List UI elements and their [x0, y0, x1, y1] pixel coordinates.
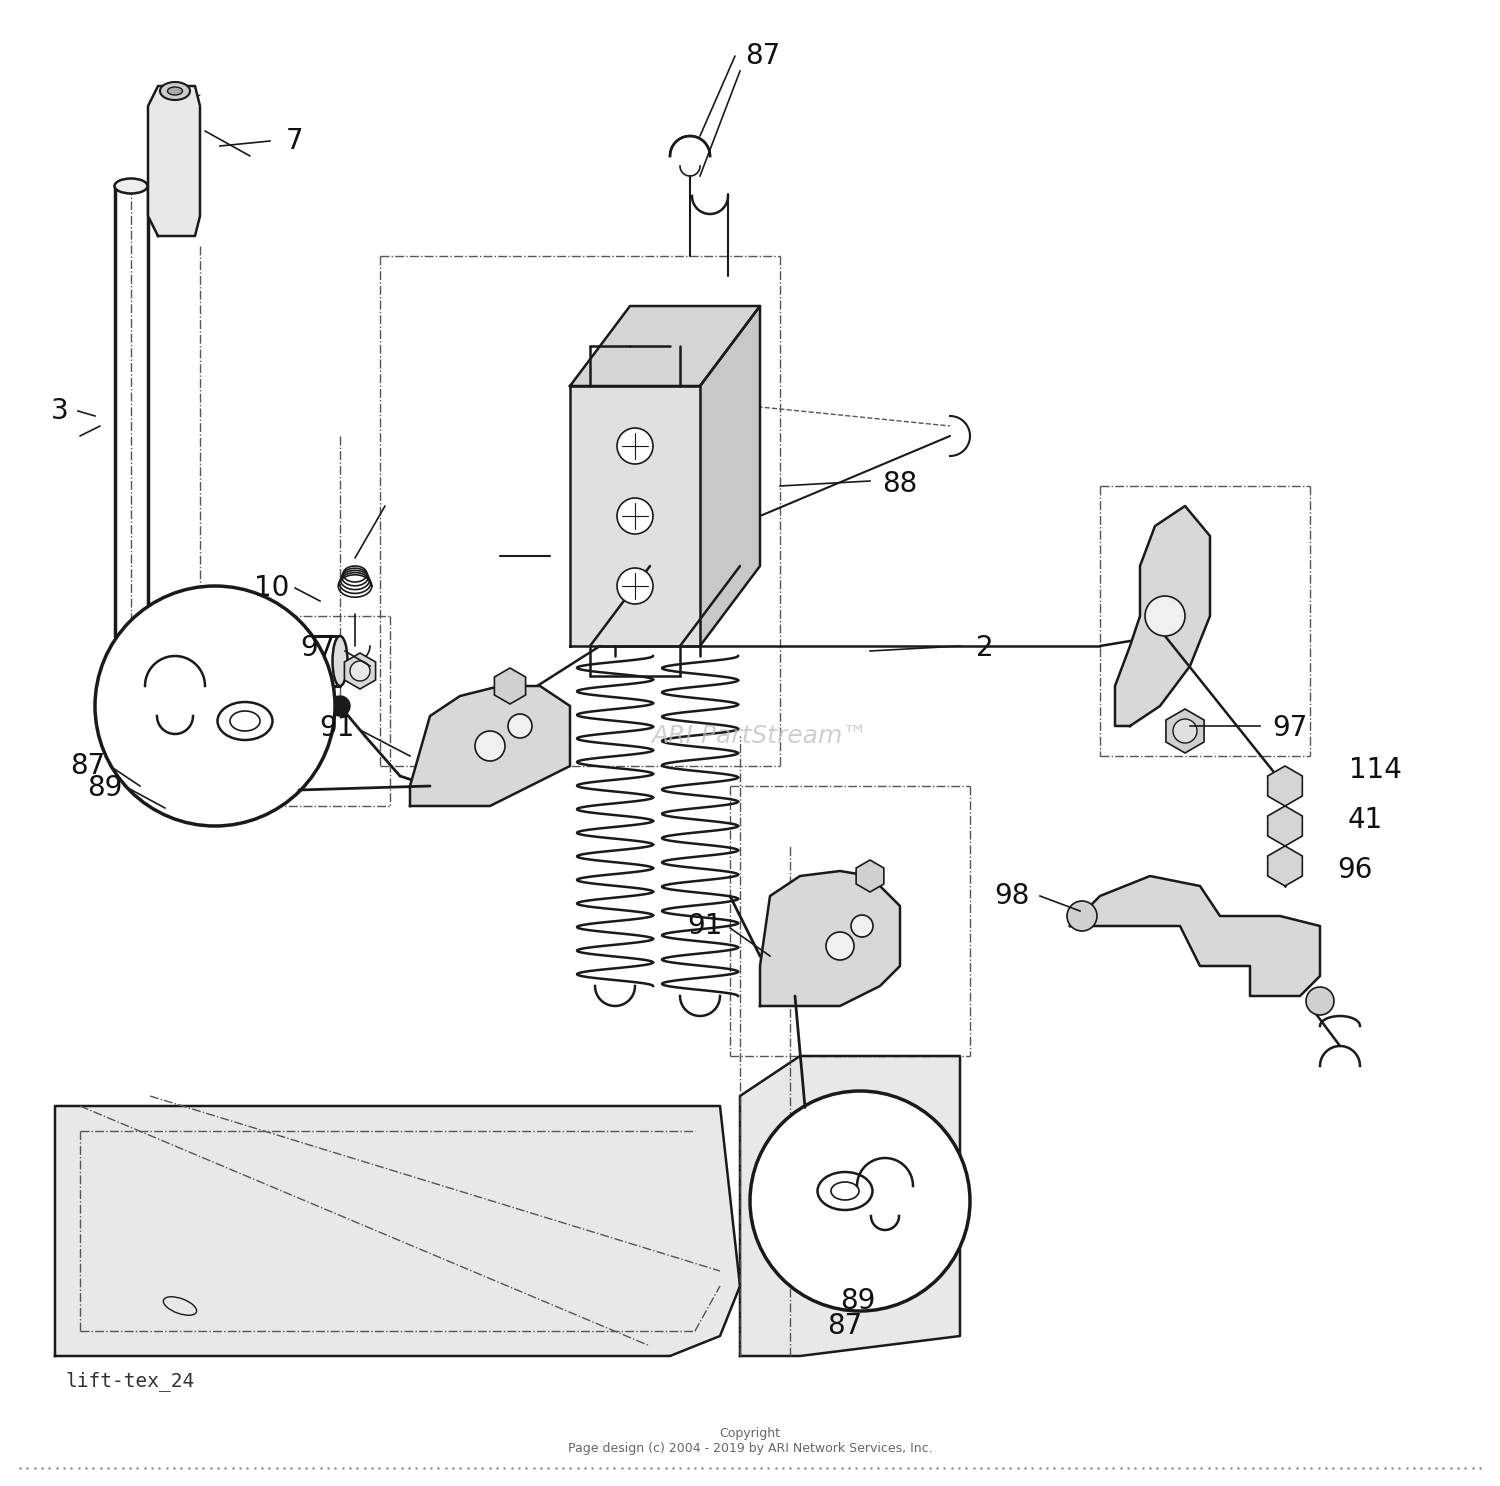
- Text: 114: 114: [1348, 756, 1401, 785]
- Circle shape: [827, 932, 854, 960]
- Circle shape: [1173, 719, 1197, 743]
- Text: 7: 7: [286, 126, 304, 155]
- Circle shape: [1144, 596, 1185, 636]
- Text: 3: 3: [51, 397, 69, 425]
- Polygon shape: [1114, 507, 1210, 727]
- Text: 87: 87: [828, 1312, 862, 1340]
- Text: 89: 89: [840, 1287, 876, 1315]
- Ellipse shape: [160, 82, 190, 100]
- Polygon shape: [570, 306, 760, 386]
- Circle shape: [94, 585, 334, 826]
- Circle shape: [850, 915, 873, 938]
- Text: 96: 96: [1338, 856, 1372, 884]
- Circle shape: [476, 731, 506, 761]
- Text: 10: 10: [255, 574, 290, 602]
- Circle shape: [616, 568, 652, 603]
- Text: 89: 89: [87, 774, 123, 802]
- Text: ARI PartStream™: ARI PartStream™: [652, 724, 868, 747]
- Text: 88: 88: [882, 470, 918, 498]
- Text: lift-tex_24: lift-tex_24: [64, 1372, 195, 1391]
- Polygon shape: [760, 871, 900, 1006]
- Text: 87: 87: [746, 42, 780, 70]
- Text: 91: 91: [687, 912, 723, 941]
- Circle shape: [750, 1091, 970, 1311]
- Polygon shape: [1070, 877, 1320, 996]
- Text: 91: 91: [320, 713, 354, 742]
- Ellipse shape: [114, 178, 147, 193]
- Text: 87: 87: [70, 752, 105, 780]
- Polygon shape: [700, 306, 760, 646]
- Circle shape: [616, 498, 652, 533]
- Circle shape: [330, 695, 350, 716]
- Circle shape: [1066, 901, 1096, 932]
- Text: 2: 2: [976, 635, 994, 661]
- Text: 41: 41: [1347, 805, 1383, 834]
- Circle shape: [616, 428, 652, 464]
- Polygon shape: [740, 1057, 960, 1357]
- Ellipse shape: [168, 88, 183, 95]
- Text: 98: 98: [994, 883, 1029, 909]
- Polygon shape: [56, 1106, 740, 1357]
- Ellipse shape: [333, 636, 348, 687]
- Text: 97: 97: [300, 635, 336, 661]
- Polygon shape: [570, 386, 700, 646]
- Text: 97: 97: [1272, 713, 1308, 742]
- Circle shape: [1306, 987, 1334, 1015]
- Polygon shape: [410, 687, 570, 805]
- Text: Copyright
Page design (c) 2004 - 2019 by ARI Network Services, Inc.: Copyright Page design (c) 2004 - 2019 by…: [567, 1427, 933, 1455]
- Circle shape: [509, 713, 532, 739]
- Circle shape: [350, 661, 370, 681]
- Polygon shape: [148, 86, 200, 236]
